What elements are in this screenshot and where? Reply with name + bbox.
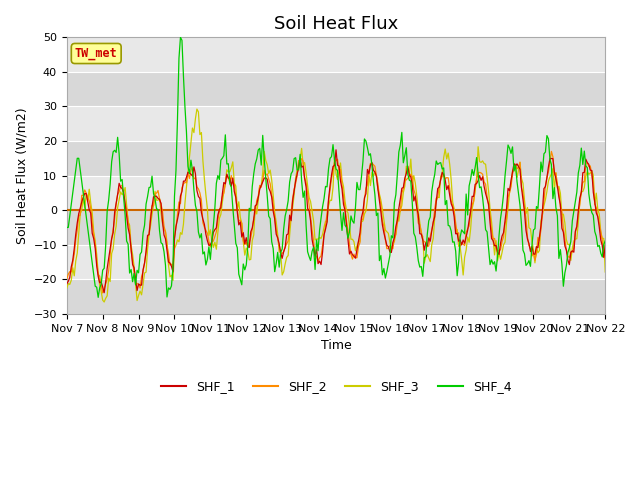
X-axis label: Time: Time: [321, 339, 351, 352]
Bar: [67, 176, 605, 210]
Bar: [67, 210, 605, 245]
Title: Soil Heat Flux: Soil Heat Flux: [274, 15, 398, 33]
Bar: [67, 72, 605, 107]
Legend: SHF_1, SHF_2, SHF_3, SHF_4: SHF_1, SHF_2, SHF_3, SHF_4: [156, 375, 516, 398]
Bar: [67, 107, 605, 141]
Bar: [67, 279, 605, 314]
Text: TW_met: TW_met: [75, 47, 118, 60]
Bar: [67, 245, 605, 279]
Bar: [67, 37, 605, 72]
Bar: [67, 141, 605, 176]
Y-axis label: Soil Heat Flux (W/m2): Soil Heat Flux (W/m2): [15, 107, 28, 244]
